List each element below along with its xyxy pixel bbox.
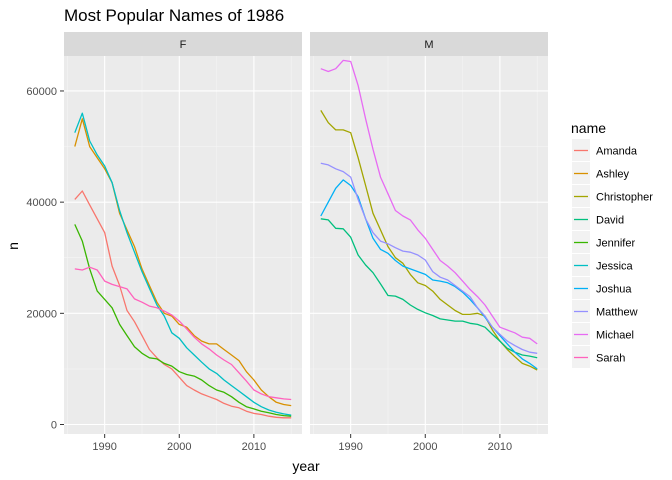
series-line-jennifer [74,224,292,417]
facet-strip-label: F [180,39,187,51]
x-tick-label: 2010 [242,441,266,453]
y-tick-label: 20000 [26,308,57,320]
legend-title: name [571,120,606,136]
facet-strip [64,32,302,56]
facet-panels: F 1990 2000 2010 0 20000 40000 60000 M 1990 2000 20… [26,32,548,453]
legend-item-david: David [572,208,624,230]
facet-panel-m: M 1990 2000 2010 [310,32,548,453]
y-axis-title: n [5,242,21,250]
legend-item-jessica: Jessica [572,254,634,276]
legend-label: Ashley [596,169,630,181]
legend-label: Jessica [596,261,634,273]
legend-label: Amanda [596,146,638,158]
facet-panel-f: F 1990 2000 2010 0 20000 40000 60000 [26,32,302,453]
x-tick-label: 1990 [92,441,116,453]
legend-item-matthew: Matthew [572,300,638,322]
x-axis-title: year [292,458,320,474]
series-line-amanda [74,190,292,419]
legend-item-christopher: Christopher [572,185,653,207]
legend-item-jennifer: Jennifer [572,231,635,253]
legend-label: Joshua [596,284,632,296]
legend-label: Michael [596,330,634,342]
chart-title: Most Popular Names of 1986 [64,6,284,25]
legend-item-amanda: Amanda [572,139,638,161]
facet-strip-label: M [424,39,433,51]
legend-label: Matthew [596,307,638,319]
legend-label: David [596,215,624,227]
legend-label: Sarah [596,353,625,365]
legend: name Amanda Ashley Christopher David Jennifer… [571,120,653,368]
series-line-michael [320,59,538,345]
x-tick-label: 2010 [488,441,512,453]
legend-item-sarah: Sarah [572,346,625,368]
x-tick-label: 1990 [338,441,362,453]
y-tick-label: 60000 [26,86,57,98]
y-tick-label: 40000 [26,197,57,209]
legend-item-michael: Michael [572,323,634,345]
x-tick-label: 2000 [413,441,437,453]
legend-item-joshua: Joshua [572,277,632,299]
facet-strip [310,32,548,56]
legend-label: Christopher [596,192,653,204]
series-line-david [320,218,538,359]
y-tick-label: 0 [51,420,57,432]
series-line-matthew [320,162,538,354]
series-line-sarah [74,266,292,401]
panel-background [64,56,302,434]
legend-item-ashley: Ashley [572,162,630,184]
legend-label: Jennifer [596,238,635,250]
x-tick-label: 2000 [167,441,191,453]
series-line-jessica [74,112,292,416]
